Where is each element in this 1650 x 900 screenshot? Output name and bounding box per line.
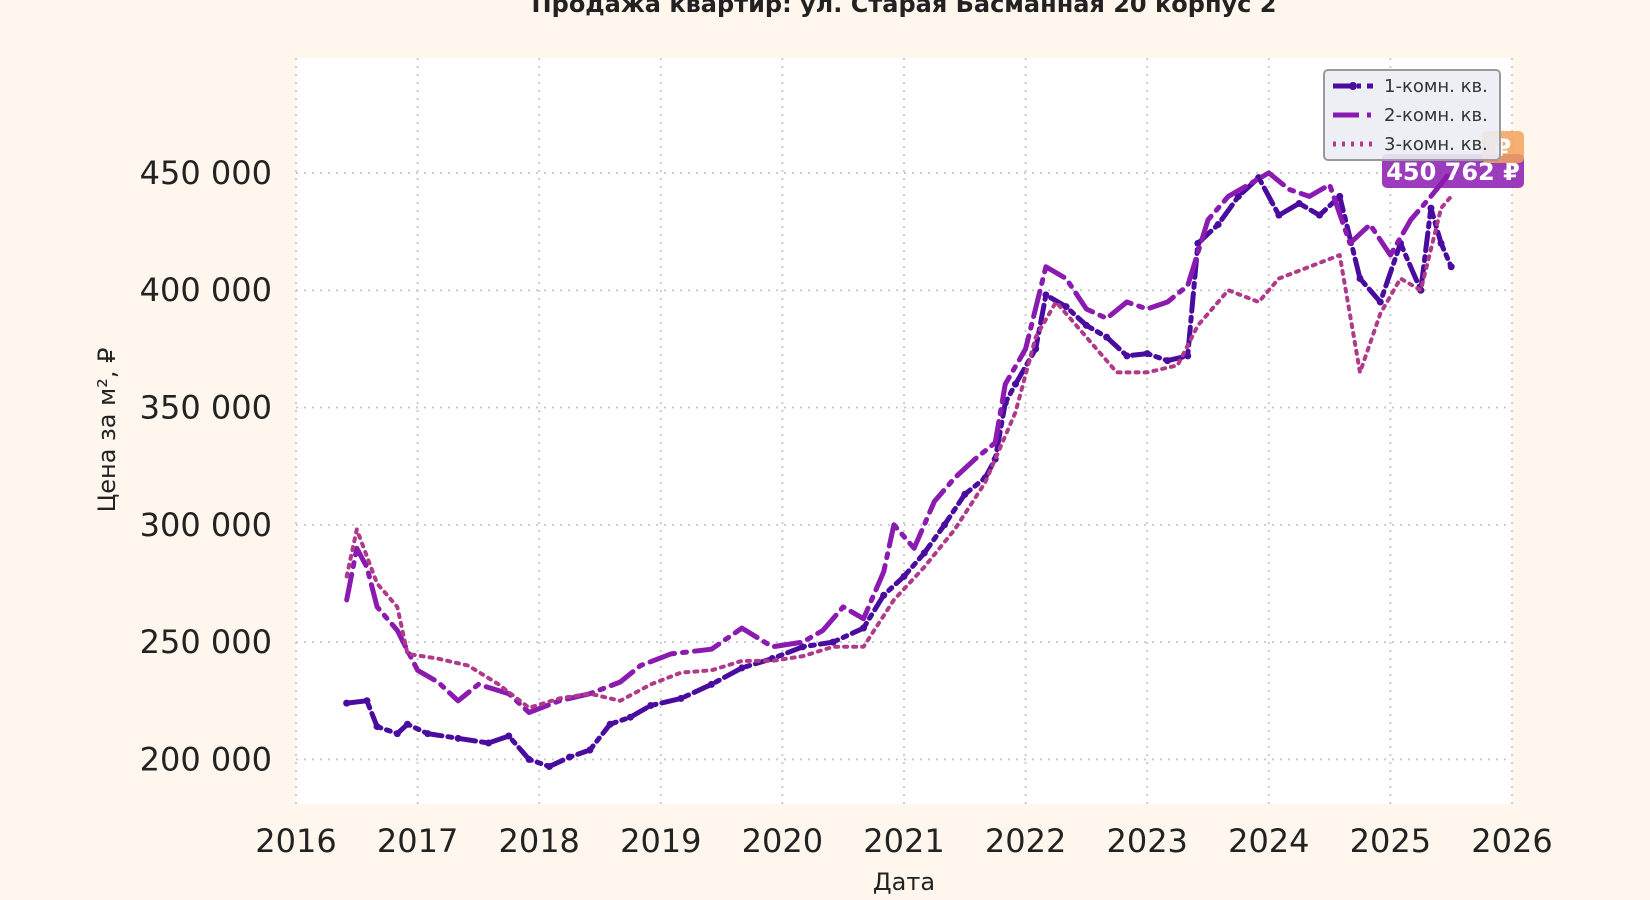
data-point <box>941 521 949 529</box>
x-axis-label: Дата <box>873 868 935 896</box>
legend-label: 1-комн. кв. <box>1384 76 1488 97</box>
x-tick-label: 2022 <box>985 822 1066 860</box>
x-tick-label: 2024 <box>1228 822 1309 860</box>
legend-item: 2-комн. кв. <box>1333 105 1488 126</box>
data-point <box>626 713 634 721</box>
data-point <box>1143 350 1151 358</box>
data-point <box>647 701 655 709</box>
data-point <box>424 730 432 738</box>
x-tick-label: 2016 <box>255 822 336 860</box>
grid <box>295 58 1513 804</box>
data-point <box>1275 211 1283 219</box>
data-point <box>1184 352 1192 360</box>
data-point <box>1042 291 1050 299</box>
data-point <box>880 591 888 599</box>
data-point <box>1214 221 1222 229</box>
legend: 1-комн. кв. 2-комн. кв. 3-комн. кв. <box>1323 69 1501 161</box>
legend-item: 1-комн. кв. <box>1333 76 1488 97</box>
data-point <box>1123 352 1131 360</box>
x-tick-label: 2023 <box>1106 822 1187 860</box>
data-point <box>373 723 381 731</box>
data-point <box>859 624 867 632</box>
chart-title: Продажа квартир: ул. Старая Басманная 20… <box>532 0 1277 18</box>
x-tick-label: 2021 <box>863 822 944 860</box>
data-point <box>1082 321 1090 329</box>
data-point <box>1427 204 1435 212</box>
data-point <box>677 694 685 702</box>
y-tick-label: 350 000 <box>140 389 272 427</box>
series-2-group <box>344 168 1454 715</box>
series-layer <box>343 168 1455 770</box>
y-tick-label: 400 000 <box>140 271 272 309</box>
series-line <box>344 168 1454 715</box>
data-point <box>799 643 807 651</box>
series-3-group <box>344 194 1454 710</box>
y-tick-label: 250 000 <box>140 623 272 661</box>
data-point <box>1103 333 1111 341</box>
x-tick-label: 2018 <box>498 822 579 860</box>
data-point <box>485 739 493 747</box>
data-point <box>343 699 351 707</box>
data-point <box>707 680 715 688</box>
data-point <box>738 664 746 672</box>
plot-area <box>296 58 1512 804</box>
data-point <box>505 732 513 740</box>
data-point <box>829 638 837 646</box>
data-point <box>566 753 574 761</box>
x-tick-label: 2020 <box>742 822 823 860</box>
data-point <box>961 490 969 498</box>
legend-marker <box>1349 82 1357 90</box>
x-tick-label: 2019 <box>620 822 701 860</box>
data-point <box>393 730 401 738</box>
data-point <box>1011 380 1019 388</box>
x-tick-label: 2026 <box>1471 822 1552 860</box>
y-tick-label: 300 000 <box>140 506 272 544</box>
y-tick-label: 450 000 <box>140 154 272 192</box>
series-line <box>344 194 1454 710</box>
data-point <box>403 720 411 728</box>
data-point <box>363 697 371 705</box>
legend-label: 3-комн. кв. <box>1384 134 1488 155</box>
data-point <box>1336 192 1344 200</box>
data-point <box>1356 275 1364 283</box>
data-point <box>1315 211 1323 219</box>
x-axis: 2016 2017 2018 2019 2020 2021 2022 2023 2024 2025… <box>255 822 1552 860</box>
data-point <box>900 572 908 580</box>
data-point <box>586 746 594 754</box>
data-point <box>1234 192 1242 200</box>
series-line <box>344 175 1454 769</box>
x-tick-label: 2017 <box>377 822 458 860</box>
legend-box <box>1323 69 1501 161</box>
legend-label: 2-комн. кв. <box>1384 105 1488 126</box>
data-point <box>1437 239 1445 247</box>
legend-item: 3-комн. кв. <box>1333 134 1488 155</box>
y-axis: 200 000 250 000 300 000 350 000 400 000 450 0… <box>140 154 272 778</box>
series-1-group <box>343 174 1455 770</box>
data-point <box>1062 303 1070 311</box>
data-point <box>920 549 928 557</box>
data-point <box>525 755 533 763</box>
y-tick-label: 200 000 <box>140 740 272 778</box>
y-axis-label: Цена за м², ₽ <box>93 348 121 513</box>
data-point <box>454 734 462 742</box>
data-point <box>1447 263 1455 271</box>
data-point <box>545 762 553 770</box>
data-point <box>606 720 614 728</box>
data-point <box>1376 298 1384 306</box>
data-point <box>1295 199 1303 207</box>
x-tick-label: 2025 <box>1350 822 1431 860</box>
data-point <box>1163 357 1171 365</box>
